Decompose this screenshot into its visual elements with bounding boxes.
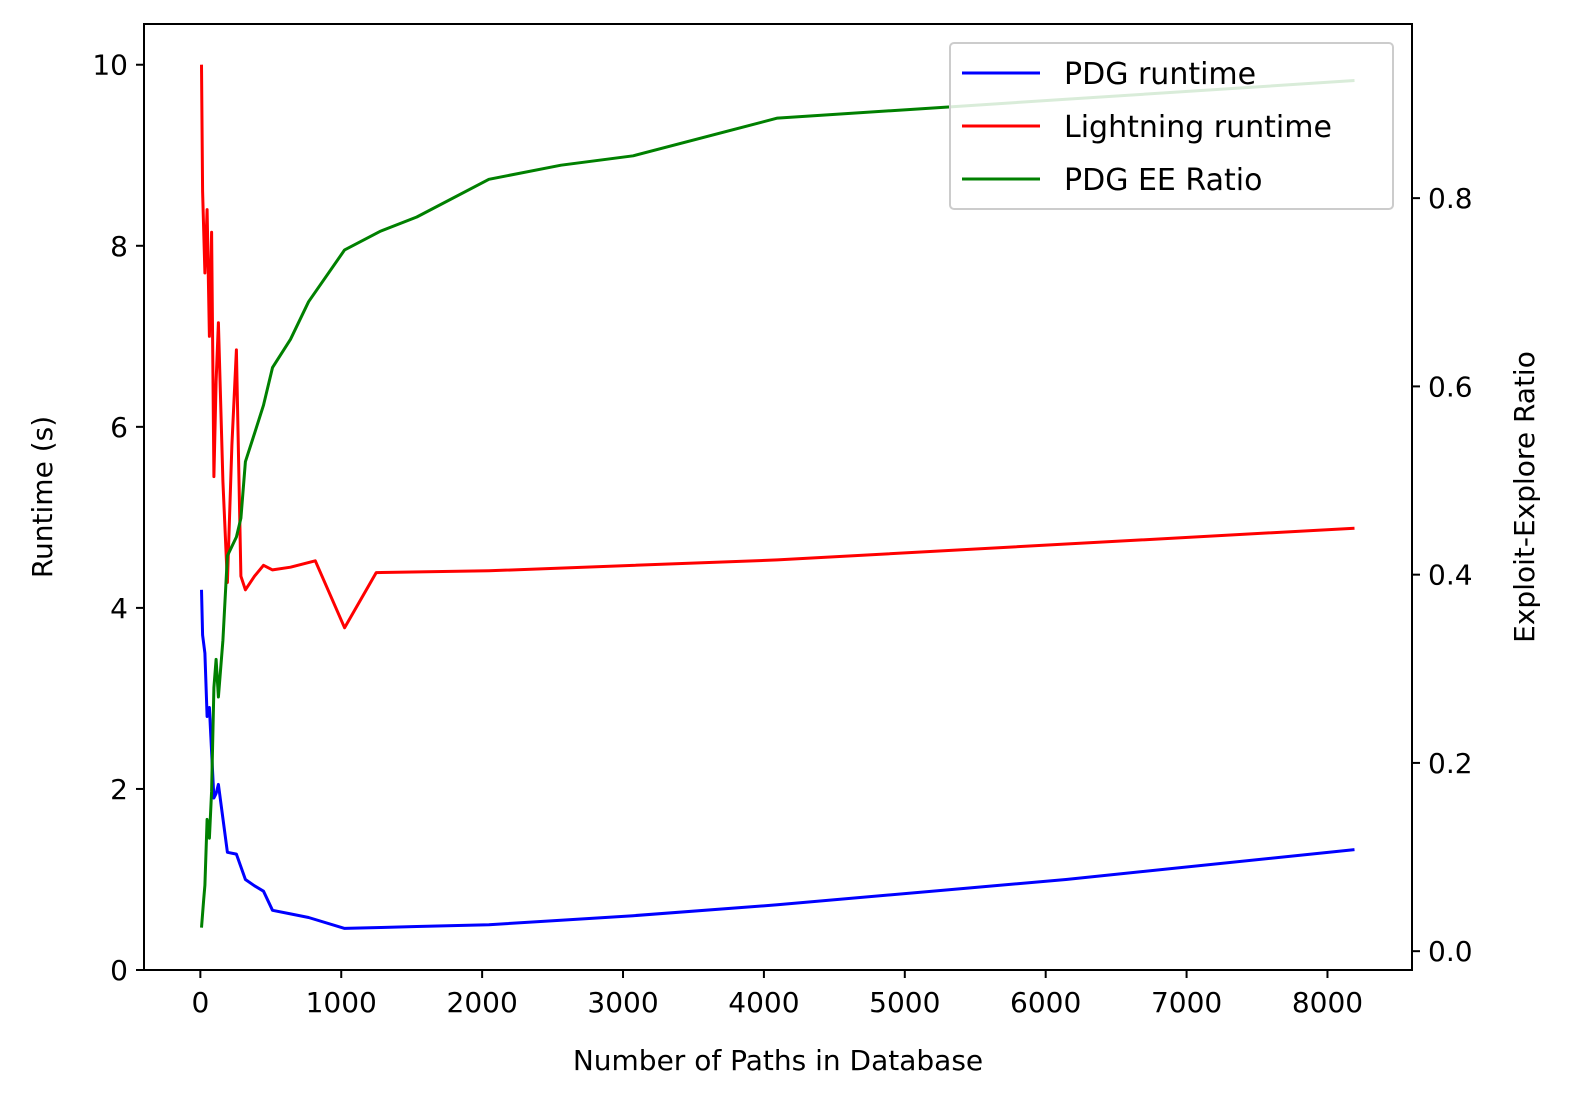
y2-tick-label-0.6: 0.6 xyxy=(1428,370,1473,403)
x-tick-label-3000: 3000 xyxy=(587,986,658,1019)
y-tick-label-2: 2 xyxy=(110,773,128,806)
x-axis-label: Number of Paths in Database xyxy=(573,1044,983,1077)
y-axis-label: Runtime (s) xyxy=(26,416,59,578)
axis-ticks: 0 1000 2000 3000 4000 5000 6000 7000 8000 0 2 4 6 8 10… xyxy=(92,49,1472,1019)
x-tick-label-1000: 1000 xyxy=(306,986,377,1019)
x-tick-label-5000: 5000 xyxy=(869,986,940,1019)
y-tick-label-10: 10 xyxy=(92,49,128,82)
y-tick-label-8: 8 xyxy=(110,230,128,263)
series-lines xyxy=(200,64,1355,930)
y-tick-label-4: 4 xyxy=(110,592,128,625)
x-tick-label-2000: 2000 xyxy=(447,986,518,1019)
legend-label-pdg-ee-ratio: PDG EE Ratio xyxy=(1064,163,1262,198)
y-tick-label-6: 6 xyxy=(110,411,128,444)
legend-label-pdg-runtime: PDG runtime xyxy=(1064,57,1256,92)
series-line-pdg-runtime xyxy=(200,589,1355,930)
y2-axis-label: Exploit-Explore Ratio xyxy=(1508,351,1541,643)
x-tick-label-6000: 6000 xyxy=(1010,986,1081,1019)
series-line-lightning-runtime xyxy=(200,64,1355,630)
legend: PDG runtime Lightning runtime PDG EE Rat… xyxy=(949,42,1394,210)
y-tick-label-0: 0 xyxy=(110,954,128,987)
series-line-pdg-ee-ratio xyxy=(200,79,1355,928)
legend-box xyxy=(949,42,1394,210)
plot-frame xyxy=(143,23,1413,971)
x-tick-label-8000: 8000 xyxy=(1292,986,1363,1019)
legend-label-lightning-runtime: Lightning runtime xyxy=(1064,110,1332,145)
x-tick-label-4000: 4000 xyxy=(728,986,799,1019)
y2-tick-label-0: 0.0 xyxy=(1428,935,1473,968)
x-tick-label-0: 0 xyxy=(191,986,209,1019)
y2-tick-label-0.2: 0.2 xyxy=(1428,747,1473,780)
x-tick-label-7000: 7000 xyxy=(1151,986,1222,1019)
y2-tick-label-0.4: 0.4 xyxy=(1428,559,1473,592)
y2-tick-label-0.8: 0.8 xyxy=(1428,182,1473,215)
